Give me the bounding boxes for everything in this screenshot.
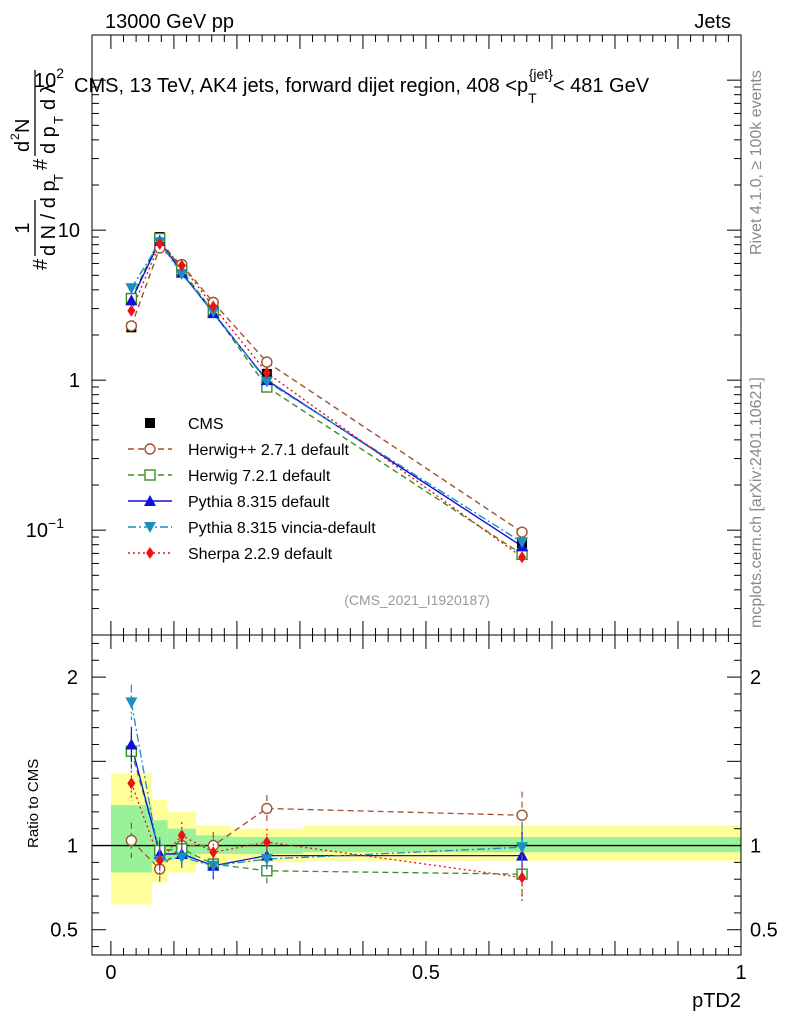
- series-line-1: [130, 246, 523, 533]
- mcplots-label: mcplots.cern.ch [arXiv:2401.10621]: [748, 377, 765, 628]
- ratio-line-0: [130, 807, 523, 871]
- svg-text:d: d: [12, 141, 34, 152]
- legend-marker: [145, 418, 155, 428]
- legend-label: CMS: [188, 416, 224, 433]
- legend-label: Herwig 7.2.1 default: [188, 468, 331, 485]
- legend-marker: [144, 469, 156, 481]
- data-point: [260, 376, 273, 388]
- ratio-y-tick-label: 1: [67, 836, 78, 858]
- data-point: [125, 320, 138, 332]
- legend-label: Sherpa 2.2.9 default: [188, 546, 333, 563]
- ratio-point: [207, 860, 220, 872]
- legend-marker: [144, 495, 156, 506]
- ratio-y-axis-label: Ratio to CMS: [25, 759, 42, 848]
- svg-text:2: 2: [8, 133, 22, 140]
- legend-label: Herwig++ 2.7.1 default: [188, 442, 350, 459]
- ratio-y-tick-label: 0.5: [50, 920, 78, 942]
- ratio-point: [209, 846, 218, 859]
- svg-text:d p: d p: [38, 126, 60, 154]
- svg-text:#: #: [30, 258, 52, 270]
- ratio-y-tick-label: 2: [67, 667, 78, 689]
- data-point: [155, 237, 164, 250]
- ratio-frame: [91, 634, 742, 956]
- ratio-line-3: [130, 702, 523, 867]
- ratio-point: [260, 854, 273, 865]
- chart-title-pre: CMS, 13 TeV, AK4 jets, forward dijet reg…: [74, 75, 528, 97]
- data-point: [125, 283, 138, 295]
- data-point: [209, 300, 218, 313]
- ratio-point: [516, 842, 529, 854]
- ratio-y-tick-label-right: 2: [750, 667, 761, 689]
- data-point: [125, 294, 138, 306]
- svg-text:T: T: [51, 116, 66, 124]
- ratio-point: [127, 777, 136, 790]
- reference-label: (CMS_2021_I1920187): [344, 592, 490, 608]
- x-axis-label: pTD2: [692, 990, 741, 1012]
- legend-label: Pythia 8.315 default: [188, 494, 330, 511]
- ratio-point: [518, 871, 527, 884]
- data-point: [175, 269, 188, 281]
- svg-text:d λ: d λ: [38, 83, 60, 110]
- chart-title-post: < 481 GeV: [553, 75, 650, 97]
- y-tick-exponent: −1: [48, 515, 64, 531]
- y-tick-label: 10−1: [26, 515, 64, 542]
- x-tick-label: 1: [735, 962, 746, 984]
- data-point: [127, 304, 136, 317]
- main-plot-marks: [125, 232, 529, 564]
- x-tick-label: 0.5: [412, 962, 440, 984]
- chart-title-sup: {jet}: [529, 66, 553, 82]
- legend-marker: [146, 547, 154, 559]
- ratio-y-tick-label-right: 0.5: [750, 920, 778, 942]
- ratio-axes: 0.5 0.51 12 20 0.5 1: [50, 635, 778, 984]
- legend-marker: [144, 522, 156, 533]
- rivet-version-label: Rivet 4.1.0, ≥ 100k events: [748, 70, 765, 255]
- ratio-point: [262, 836, 271, 849]
- ratio-point: [261, 802, 273, 815]
- chart-title-sub: T: [528, 90, 537, 106]
- header-process-label: Jets: [694, 11, 731, 33]
- ratio-panel: 0.5 0.51 12 20 0.5 1 Ratio to CMS pTD2: [25, 634, 778, 1012]
- chart-title: CMS, 13 TeV, AK4 jets, forward dijet reg…: [74, 66, 650, 106]
- svg-text:#: #: [30, 158, 52, 170]
- series-line-5: [130, 242, 523, 558]
- ratio-point: [125, 738, 138, 750]
- ratio-point: [125, 834, 138, 847]
- data-point: [177, 259, 186, 272]
- ratio-point: [155, 854, 164, 867]
- data-point: [516, 526, 528, 538]
- ratio-y-tick-label-right: 1: [750, 836, 761, 858]
- ratio-point: [125, 697, 138, 709]
- svg-text:N: N: [12, 119, 34, 133]
- data-point: [261, 356, 273, 368]
- svg-text:T: T: [51, 174, 66, 182]
- main-y-axis-label: # 1 d N / d p T # d 2 N d p T d λ: [8, 70, 66, 270]
- svg-text:d N / d p: d N / d p: [38, 180, 60, 256]
- main-frame: [91, 34, 742, 636]
- y-tick-label: 1: [69, 370, 80, 392]
- legend-label: Pythia 8.315 vincia-default: [188, 520, 376, 537]
- legend: CMS Herwig++ 2.7.1 default Herwig 7.2.1 de…: [128, 416, 376, 563]
- svg-text:1: 1: [12, 222, 34, 233]
- legend-marker: [144, 443, 156, 455]
- ratio-plot-marks: [92, 684, 741, 905]
- data-point: [518, 551, 527, 564]
- y-tick-exponent: 2: [56, 65, 64, 81]
- ratio-point: [177, 829, 186, 842]
- x-tick-label: 0: [105, 962, 116, 984]
- header-beam-label: 13000 GeV pp: [105, 11, 234, 33]
- y-tick-label: 10: [58, 220, 80, 242]
- ratio-point: [516, 809, 528, 821]
- ratio-point: [175, 852, 188, 864]
- ratio-line-1: [130, 751, 523, 875]
- data-point: [262, 366, 271, 379]
- data-point: [516, 537, 529, 549]
